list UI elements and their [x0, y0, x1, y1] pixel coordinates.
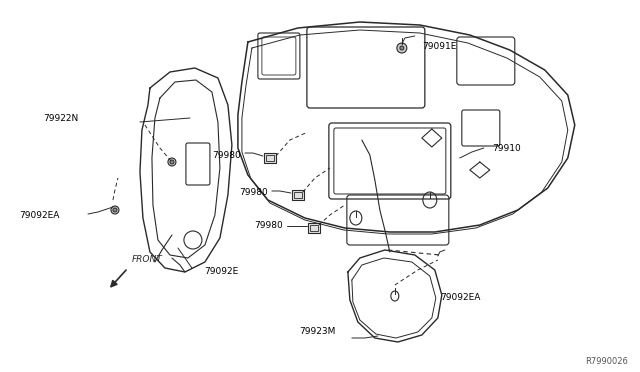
Ellipse shape [397, 43, 407, 53]
Text: 79922N: 79922N [43, 113, 78, 122]
Bar [266, 155, 274, 161]
Text: 79980: 79980 [254, 221, 283, 230]
Text: 79980: 79980 [212, 151, 241, 160]
Ellipse shape [111, 206, 119, 214]
Text: 79923M: 79923M [300, 327, 336, 337]
Bar [310, 225, 318, 231]
Ellipse shape [400, 46, 404, 50]
Text: 79092EA: 79092EA [440, 294, 480, 302]
Text: 79980: 79980 [239, 187, 268, 196]
Ellipse shape [168, 158, 176, 166]
Text: 79092E: 79092E [204, 267, 238, 276]
Bar [294, 192, 302, 198]
Bar [292, 190, 304, 200]
Ellipse shape [113, 208, 117, 212]
Ellipse shape [170, 160, 174, 164]
Text: FRONT: FRONT [132, 255, 163, 264]
Bar [264, 153, 276, 163]
Text: 79091E: 79091E [422, 42, 456, 51]
Text: R7990026: R7990026 [585, 357, 628, 366]
Bar [308, 223, 320, 233]
Text: 79092EA: 79092EA [20, 211, 60, 219]
Text: 79910: 79910 [492, 144, 520, 153]
